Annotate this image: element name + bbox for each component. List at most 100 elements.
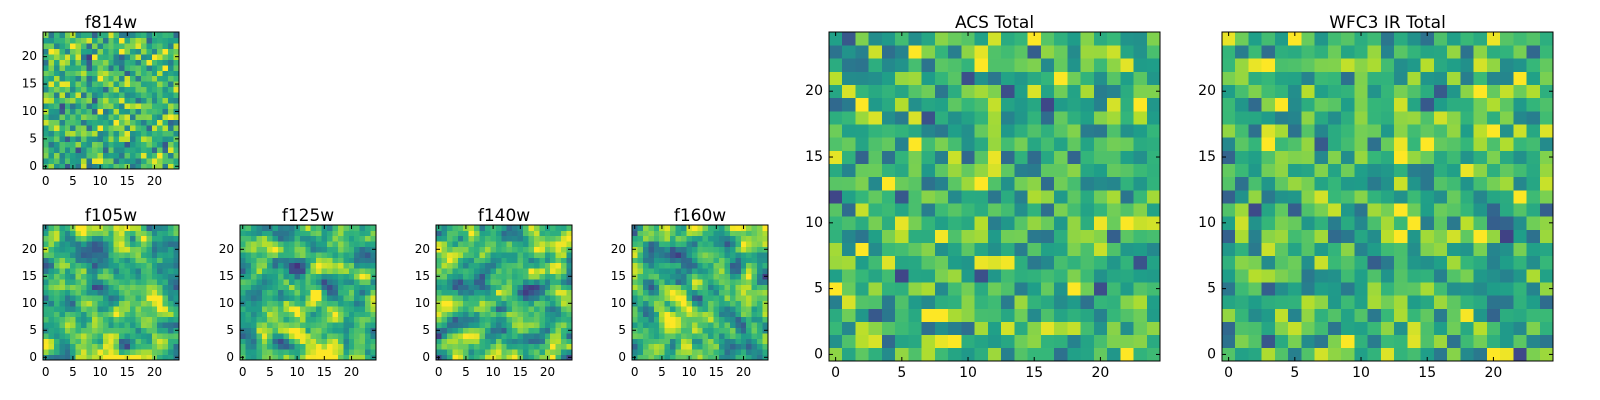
heatmap-cell: [86, 81, 93, 88]
heatmap-cell: [151, 300, 158, 307]
heatmap-cell: [316, 316, 322, 323]
heatmap-cell: [691, 354, 698, 361]
heatmap-cell: [332, 246, 339, 253]
heatmap-cell: [245, 338, 252, 345]
heatmap-cell: [48, 163, 55, 170]
heatmap-cell: [648, 246, 655, 253]
heatmap-cell: [1080, 58, 1095, 72]
heatmap-cell: [337, 225, 344, 231]
heatmap-cell: [130, 295, 136, 301]
heatmap-cell: [868, 71, 883, 86]
heatmap-cell: [675, 300, 682, 307]
heatmap-cell: [1040, 97, 1055, 112]
heatmap-cell: [523, 230, 529, 237]
heatmap-cell: [457, 295, 464, 301]
heatmap-cell: [642, 257, 649, 264]
heatmap-cell: [1248, 110, 1263, 125]
heatmap-cell: [113, 119, 120, 126]
heatmap-cell: [1107, 255, 1121, 270]
heatmap-cell: [746, 246, 753, 253]
heatmap-cell: [240, 279, 246, 285]
heatmap-cell: [550, 273, 557, 280]
heatmap-cell: [664, 241, 671, 247]
heatmap-cell: [102, 306, 109, 312]
heatmap-cell: [124, 235, 131, 242]
heatmap-cell: [659, 257, 666, 264]
heatmap-cell: [272, 289, 279, 296]
heatmap-cell: [713, 289, 720, 296]
heatmap-cell: [151, 252, 158, 258]
heatmap-cell: [1513, 97, 1527, 112]
heatmap-cell: [855, 137, 870, 151]
heatmap-cell: [173, 103, 180, 110]
heatmap-cell: [713, 241, 720, 247]
heatmap-cell: [261, 343, 268, 350]
heatmap-cell: [729, 262, 736, 269]
heatmap-cell: [1274, 268, 1289, 283]
heatmap-cell: [1235, 347, 1249, 362]
heatmap-cell: [1354, 295, 1369, 309]
heatmap-cell: [1473, 45, 1488, 59]
heatmap-cell: [1067, 58, 1081, 72]
heatmap-cell: [70, 268, 77, 274]
heatmap-cell: [855, 45, 870, 59]
heatmap-cell: [157, 252, 164, 258]
heatmap-cell: [512, 349, 518, 355]
heatmap-cell: [1067, 71, 1081, 86]
heatmap-cell: [64, 252, 71, 258]
heatmap-cell: [1027, 176, 1042, 191]
heatmap-cell: [108, 354, 115, 361]
heatmap-cell: [113, 338, 120, 345]
heatmap-cell: [261, 338, 268, 345]
heatmap-cell: [842, 295, 856, 309]
heatmap-cell: [162, 108, 169, 115]
heatmap-cell: [332, 252, 339, 258]
heatmap-cell: [1394, 137, 1408, 151]
heatmap-cell: [173, 152, 180, 159]
heatmap-cell: [1133, 229, 1148, 243]
heatmap-cell: [468, 333, 475, 339]
heatmap-cell: [108, 48, 115, 55]
heatmap-cell: [162, 86, 169, 93]
heatmap-cell: [934, 347, 949, 362]
heatmap-cell: [278, 252, 284, 258]
heatmap-cell: [561, 306, 567, 312]
heatmap-cell: [691, 279, 698, 285]
x-tick-label: 10: [92, 174, 107, 188]
heatmap-cell: [457, 338, 464, 345]
heatmap-cell: [310, 246, 317, 253]
heatmap-cell: [1433, 150, 1448, 164]
heatmap-cell: [337, 333, 344, 339]
heatmap-cell: [146, 32, 153, 38]
heatmap-cell: [1288, 58, 1302, 72]
heatmap-cell: [64, 48, 71, 55]
heatmap-cell: [533, 327, 540, 334]
heatmap-cell: [157, 262, 164, 269]
heatmap-cell: [343, 241, 350, 247]
heatmap-cell: [294, 300, 301, 307]
heatmap-cell: [1248, 255, 1263, 270]
heatmap-cell: [637, 284, 644, 291]
heatmap-cell: [305, 311, 312, 318]
heatmap-cell: [157, 136, 164, 142]
heatmap-cell: [86, 53, 93, 60]
heatmap-cell: [1447, 163, 1461, 178]
heatmap-cell: [64, 53, 71, 60]
heatmap-cell: [86, 225, 93, 231]
heatmap-cell: [43, 147, 49, 153]
heatmap-cell: [441, 316, 448, 323]
heatmap-cell: [1486, 189, 1501, 204]
heatmap-cell: [113, 252, 120, 258]
heatmap-cell: [539, 235, 546, 242]
heatmap-cell: [719, 284, 725, 291]
heatmap-cell: [648, 333, 655, 339]
heatmap-cell: [463, 311, 470, 318]
heatmap-cell: [113, 163, 120, 170]
heatmap-cell: [348, 262, 355, 269]
heatmap-cell: [757, 262, 763, 269]
heatmap-cell: [637, 225, 644, 231]
heatmap-cell: [343, 257, 350, 264]
heatmap-cell: [267, 268, 274, 274]
heatmap-cell: [490, 338, 497, 345]
heatmap-cell: [1014, 150, 1028, 164]
